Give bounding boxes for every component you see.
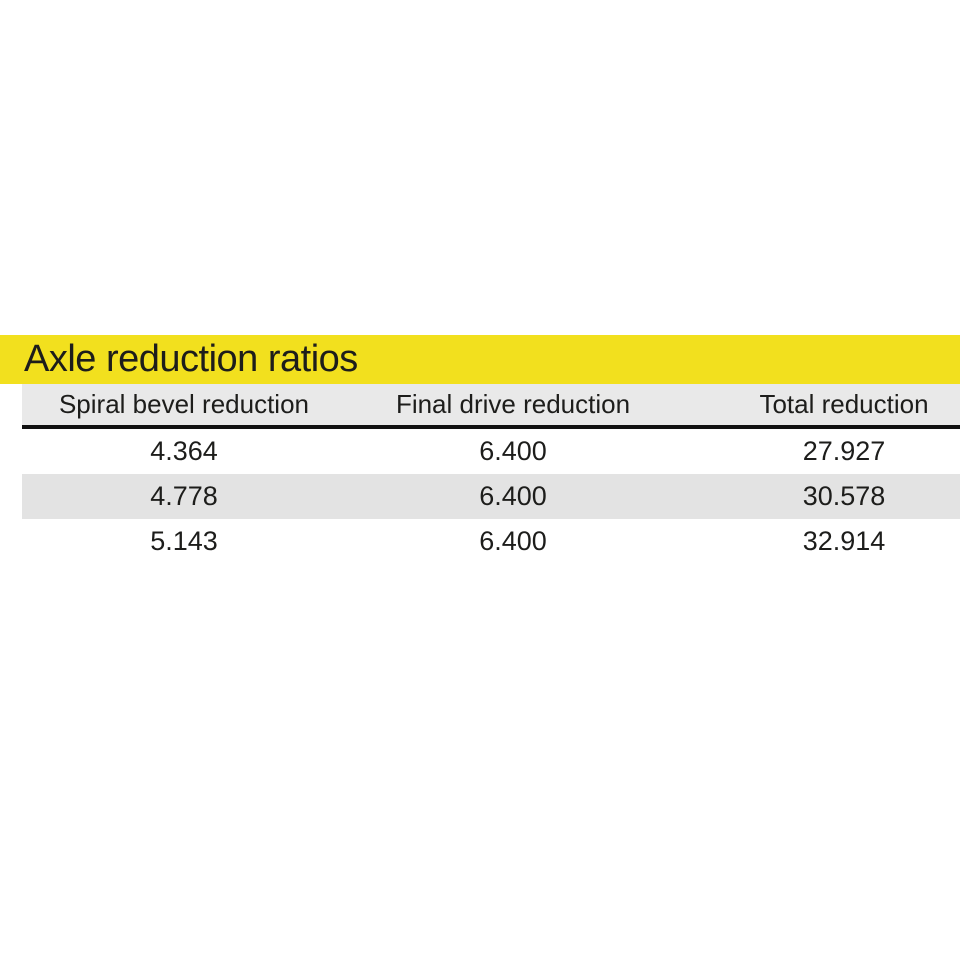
cell-total-reduction: 27.927 — [802, 436, 886, 466]
cell-final-drive-reduction: 6.400 — [479, 436, 547, 466]
column-header-spiral-bevel-reduction: Spiral bevel reduction — [58, 389, 310, 419]
table-row: 4.364 6.400 27.927 — [22, 429, 960, 474]
cell-final-drive-reduction: 6.400 — [479, 481, 547, 511]
column-header-final-drive-reduction: Final drive reduction — [395, 389, 631, 419]
header-divider-rule — [22, 425, 960, 429]
table-row: 4.778 6.400 30.578 — [22, 474, 960, 519]
cell-final-drive-reduction: 6.400 — [479, 526, 547, 556]
cell-spiral-bevel-reduction: 4.364 — [150, 436, 218, 466]
cell-spiral-bevel-reduction: 5.143 — [150, 526, 218, 556]
table-header-row: Spiral bevel reduction Final drive reduc… — [22, 384, 960, 425]
column-header-total-reduction: Total reduction — [759, 389, 929, 419]
page-title: Axle reduction ratios — [24, 338, 358, 380]
cell-total-reduction: 32.914 — [802, 526, 886, 556]
axle-reduction-table: Spiral bevel reduction Final drive reduc… — [22, 384, 960, 564]
cell-spiral-bevel-reduction: 4.778 — [150, 481, 218, 511]
cell-total-reduction: 30.578 — [802, 481, 886, 511]
table-row: 5.143 6.400 32.914 — [22, 519, 960, 564]
title-band: Axle reduction ratios — [0, 335, 960, 384]
